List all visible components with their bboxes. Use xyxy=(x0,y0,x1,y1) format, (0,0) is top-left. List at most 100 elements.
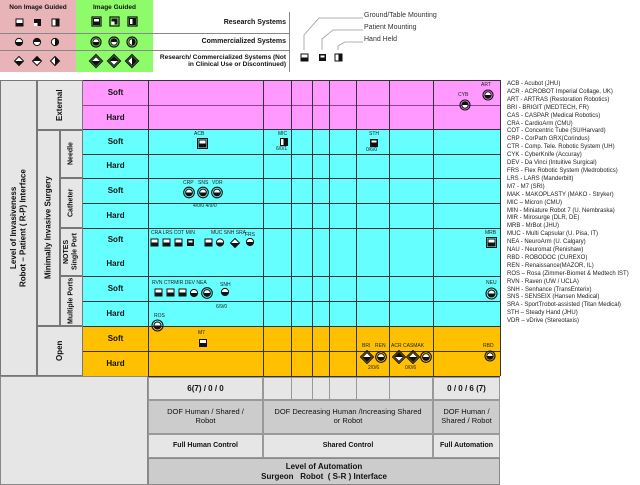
legend-discontinued-icons xyxy=(0,51,153,71)
notes-soft: Soft xyxy=(107,235,124,245)
abbr-item: ROS – Rosa (Zimmer-Biomet & Medtech IST) xyxy=(507,270,629,277)
x-axis-title-line2: Surgeon Robot ( S-R ) Interface xyxy=(261,471,387,481)
abbr-item: BRI - BRIGIT (MEDTECH, FR) xyxy=(507,104,589,111)
label-mrb: MRB xyxy=(485,230,497,236)
abbr-item: ACR - ACROBOT Imperial Collage, UK) xyxy=(507,88,613,95)
legend-research-label: Research Systems xyxy=(223,18,286,26)
external-hard: Hard xyxy=(106,112,125,122)
icon-sth-research-patient xyxy=(370,139,378,147)
legend-research-icons xyxy=(0,14,153,32)
label-frs: FRS xyxy=(245,232,255,238)
label-ren: REN xyxy=(375,343,386,349)
legend-image-guided-header: Image Guided xyxy=(93,4,136,12)
dof-mid-cells xyxy=(263,377,433,400)
patient-mounting-label: Patient Mounting xyxy=(364,24,417,31)
catheter-hard: Hard xyxy=(106,210,125,220)
x-axis-title-line1: Level of Automation xyxy=(285,462,363,472)
label-sth: STH xyxy=(369,131,379,137)
label-art: ART xyxy=(481,82,491,88)
abbr-item: FRS - Flex Robotic System (Medrobotics) xyxy=(507,167,618,174)
abbr-item: ART - ARTRAS (Restoration Robotics) xyxy=(507,96,610,103)
y-axis-title-block: Level of Invasiveness Robot – Patient ( … xyxy=(0,80,37,376)
abbr-item: M7 - M7 (SRI) xyxy=(507,183,545,190)
category-external: External xyxy=(37,80,83,130)
bottom-left-blank xyxy=(0,376,148,485)
abbr-item: MRB - MrBot (JHU) xyxy=(507,223,559,230)
abbr-item: DEV - Da Vinci (Intuitive Surgical) xyxy=(507,160,597,167)
icons-catheter-commercial xyxy=(183,186,227,199)
abbr-item: COT - Concentric Tube (SU/Harvard) xyxy=(507,128,606,135)
multiple-hard: Hard xyxy=(106,308,125,318)
label-rbd: RBD xyxy=(483,343,494,349)
abbr-item: RBD - ROBODOC (CUREXO) xyxy=(507,254,588,261)
legend-commercial-icons xyxy=(0,34,153,50)
dof-right-label: DOF Human / Shared / Robot xyxy=(433,400,500,434)
abbr-item: CTR - Comp. Tele. Robotic System (UH) xyxy=(507,144,615,151)
label-m7: M7 xyxy=(198,330,205,336)
label-snh-dof: 6/9/0 xyxy=(216,304,228,310)
label-neu: NEU xyxy=(486,280,497,286)
icons-open-acr-cas-mak xyxy=(392,350,434,364)
dof-left-label: DOF Human / Shared / Robot xyxy=(148,400,263,434)
full-automation: Full Automation xyxy=(433,434,500,458)
icons-notes xyxy=(150,238,260,250)
multiple-soft: Soft xyxy=(107,283,124,293)
abbr-item: LRS - LARS (Manderbilt) xyxy=(507,175,574,182)
ground-mounting-label: Ground/Table Mounting xyxy=(364,12,437,19)
category-open: Open xyxy=(37,326,83,376)
abbr-item: CRA - CardioArm (CMU) xyxy=(507,120,573,127)
abbr-item: MUC - Multi Capsular (U. Pisa, IT) xyxy=(507,231,599,238)
abbr-item: NEA - NeuroArm (U. Calgary) xyxy=(507,239,586,246)
legend-non-image-guided-header: Non Image Guided xyxy=(9,4,67,12)
abbr-item: CYK - CyberKnife (Accuray) xyxy=(507,152,582,159)
icon-ros-commercial-image-guided xyxy=(151,319,164,332)
category-multiple-ports: Multiple Ports xyxy=(60,276,83,326)
label-snh-multi: SNH xyxy=(220,282,231,288)
label-acb: ACB xyxy=(194,131,205,137)
abbr-item: REN - Renaissance(MAZOR, IL) xyxy=(507,262,594,269)
dof-left-value: 6(7) / 0 / 0 xyxy=(148,377,263,400)
icon-art-commercial-image-guided xyxy=(482,89,494,101)
abbreviation-list: ACB - Acubot (JHU) ACR - ACROBOT Imperia… xyxy=(507,81,640,326)
label-open-acr-cas-mak: ACR CASMAK xyxy=(391,343,425,349)
abbr-item: SRA - SportTrobot-assisted (Titan Medica… xyxy=(507,302,621,309)
label-multi-systems: RVN CTRMIR DEV NEA xyxy=(152,280,207,286)
label-notes-systems: CRA LRS COT MIN xyxy=(151,230,195,236)
abbr-item: VDR – vDrive (Stereotaxis) xyxy=(507,318,580,325)
category-catheter: Catheter xyxy=(60,178,83,228)
mounting-legend-lines xyxy=(295,5,375,65)
label-open-dof1: 2/0/6 xyxy=(368,365,380,371)
legend-discontinued-label: Research/ Commercialized Systems (Not in… xyxy=(159,53,286,68)
icons-multiple-ports xyxy=(154,287,234,301)
y-axis-title-line2: Robot – Patient ( R-P) Interface xyxy=(18,169,28,287)
icon-cyb-commercial-image-guided xyxy=(459,99,471,111)
label-sth-dof: 0/6/0 xyxy=(366,147,378,153)
label-mic-dof: 6/0/1 xyxy=(276,146,288,152)
icon-neu-commercial-image-guided xyxy=(485,287,498,300)
label-vdr: VDR xyxy=(212,180,223,186)
abbr-item: CRP - CorPath GRX(Corindus) xyxy=(507,136,590,143)
icon-mrb-research-image-guided xyxy=(486,237,497,248)
notes-hard: Hard xyxy=(106,259,125,269)
label-mic: MIC xyxy=(278,131,288,137)
icon-m7-research xyxy=(199,339,207,347)
label-cyb: CYB xyxy=(458,92,469,98)
label-ros: ROS xyxy=(154,313,165,319)
shared-control: Shared Control xyxy=(263,434,433,458)
abbr-item: NAU - Neuromat (Renishaw) xyxy=(507,247,584,254)
abbr-item: SNS - SENSEIX (Hansen Medical) xyxy=(507,294,600,301)
full-human-control: Full Human Control xyxy=(148,434,263,458)
label-sns: SNS xyxy=(198,180,209,186)
abbr-item: MIN - Miniature Robot 7 (U. Nembraska) xyxy=(507,207,615,214)
category-needle: Needle xyxy=(60,130,83,178)
label-catheter-dof: 4/0/0 4/9/0 xyxy=(193,203,217,209)
abbr-item: CAS - CASPAR (Medical Robotics) xyxy=(507,112,601,119)
category-notes-single-port: NOTES Single Port xyxy=(60,228,83,276)
x-axis-title: Level of Automation Surgeon Robot ( S-R … xyxy=(148,458,500,485)
icons-open-bri-ren xyxy=(360,350,390,364)
abbr-item: MAK - MAKOPLASTY (MAKO - Stryker) xyxy=(507,191,614,198)
abbr-item: STH – Steady Hand (JHU) xyxy=(507,310,578,317)
dof-mid-label: DOF Decreasing Human /Increasing Shared … xyxy=(263,400,433,434)
abbr-item: RVN - Raven (UW / UCLA) xyxy=(507,278,579,285)
label-open-dof2: 0/0/6 xyxy=(405,365,417,371)
